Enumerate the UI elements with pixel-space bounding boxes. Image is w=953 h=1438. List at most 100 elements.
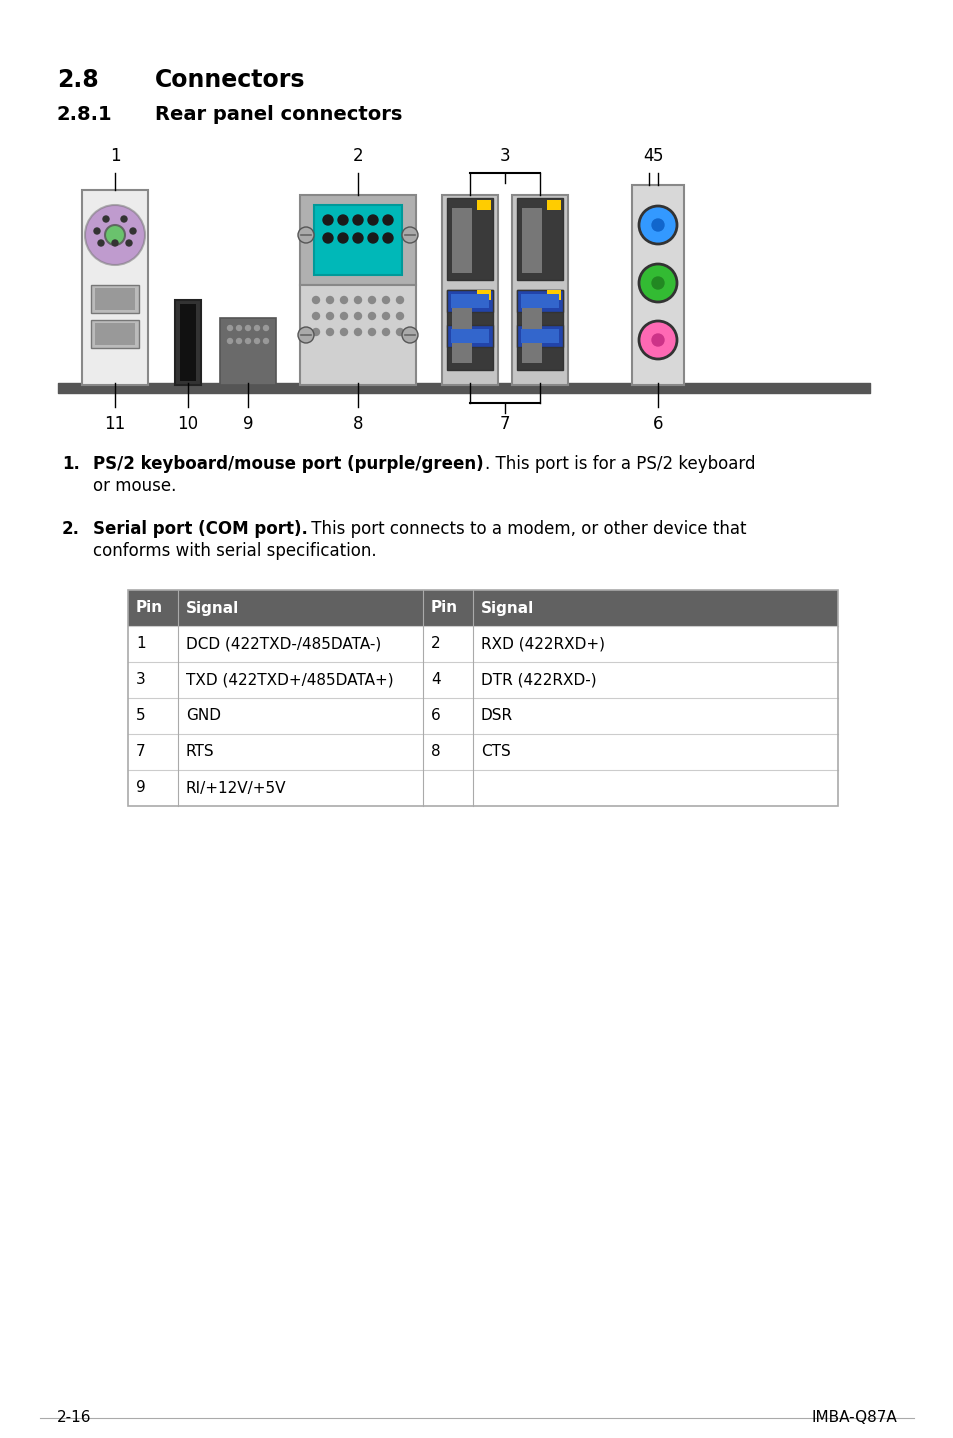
Bar <box>546 290 560 301</box>
Circle shape <box>340 296 347 303</box>
Circle shape <box>651 334 663 347</box>
Circle shape <box>313 312 319 319</box>
Text: CTS: CTS <box>480 745 510 759</box>
Circle shape <box>236 338 241 344</box>
Text: 7: 7 <box>136 745 146 759</box>
Text: 8: 8 <box>353 416 363 433</box>
Bar <box>451 329 489 344</box>
Text: or mouse.: or mouse. <box>92 477 176 495</box>
Circle shape <box>121 216 127 221</box>
Bar <box>128 769 837 807</box>
Circle shape <box>105 224 125 244</box>
Text: TXD (422TXD+/485DATA+): TXD (422TXD+/485DATA+) <box>186 673 394 687</box>
Circle shape <box>651 219 663 232</box>
Circle shape <box>368 233 377 243</box>
Text: 3: 3 <box>499 147 510 165</box>
Circle shape <box>368 328 375 335</box>
Circle shape <box>130 229 136 234</box>
Circle shape <box>382 296 389 303</box>
Text: 5: 5 <box>136 709 146 723</box>
Circle shape <box>639 206 677 244</box>
Text: 3: 3 <box>136 673 146 687</box>
Text: GND: GND <box>186 709 221 723</box>
Circle shape <box>103 216 109 221</box>
Text: 2.: 2. <box>62 521 80 538</box>
Bar <box>128 697 837 733</box>
Circle shape <box>639 321 677 360</box>
Text: Pin: Pin <box>136 601 163 615</box>
Circle shape <box>639 265 677 302</box>
Bar <box>476 290 491 301</box>
Bar <box>447 290 493 370</box>
Circle shape <box>353 233 363 243</box>
Text: 10: 10 <box>177 416 198 433</box>
Text: 11: 11 <box>104 416 126 433</box>
Bar <box>299 196 416 285</box>
Bar <box>521 301 541 362</box>
Circle shape <box>263 338 268 344</box>
Bar <box>546 200 560 210</box>
Circle shape <box>396 328 403 335</box>
Circle shape <box>323 216 333 224</box>
Text: DSR: DSR <box>480 709 513 723</box>
Text: 5: 5 <box>652 147 662 165</box>
Bar <box>82 190 148 385</box>
Circle shape <box>396 312 403 319</box>
Circle shape <box>355 312 361 319</box>
Circle shape <box>382 233 393 243</box>
Bar <box>517 290 562 312</box>
Circle shape <box>254 325 259 331</box>
Circle shape <box>326 312 334 319</box>
Circle shape <box>401 326 417 344</box>
Text: DCD (422TXD-/485DATA-): DCD (422TXD-/485DATA-) <box>186 637 381 651</box>
Text: 2.8.1: 2.8.1 <box>57 105 112 124</box>
Bar <box>521 209 541 273</box>
Text: RXD (422RXD+): RXD (422RXD+) <box>480 637 604 651</box>
Bar <box>447 290 493 312</box>
Circle shape <box>368 216 377 224</box>
Text: RI/+12V/+5V: RI/+12V/+5V <box>186 781 286 795</box>
Text: 4: 4 <box>431 673 440 687</box>
Circle shape <box>353 216 363 224</box>
Circle shape <box>94 229 100 234</box>
Circle shape <box>326 328 334 335</box>
Bar <box>174 301 201 385</box>
Text: 2.8: 2.8 <box>57 68 99 92</box>
Bar <box>517 198 562 280</box>
Bar <box>180 303 195 381</box>
Circle shape <box>254 338 259 344</box>
Text: 8: 8 <box>431 745 440 759</box>
Bar <box>447 198 493 280</box>
Circle shape <box>355 328 361 335</box>
Text: 1.: 1. <box>62 454 80 473</box>
Bar <box>631 186 683 385</box>
Circle shape <box>340 328 347 335</box>
Circle shape <box>313 296 319 303</box>
Text: 9: 9 <box>242 416 253 433</box>
Circle shape <box>85 206 145 265</box>
Circle shape <box>297 326 314 344</box>
Text: Pin: Pin <box>431 601 457 615</box>
Circle shape <box>323 233 333 243</box>
Circle shape <box>227 325 233 331</box>
Circle shape <box>368 296 375 303</box>
Bar <box>95 324 135 345</box>
Bar <box>476 200 491 210</box>
Text: 9: 9 <box>136 781 146 795</box>
Text: 6: 6 <box>431 709 440 723</box>
Bar <box>91 321 139 348</box>
Bar <box>91 285 139 313</box>
Circle shape <box>401 227 417 243</box>
Text: 1: 1 <box>110 147 120 165</box>
Bar <box>517 290 562 370</box>
Circle shape <box>245 325 251 331</box>
Circle shape <box>236 325 241 331</box>
Bar <box>128 626 837 661</box>
Text: Signal: Signal <box>480 601 534 615</box>
Text: Connectors: Connectors <box>154 68 305 92</box>
Bar <box>95 288 135 311</box>
Bar <box>517 325 562 347</box>
Circle shape <box>326 296 334 303</box>
Circle shape <box>355 296 361 303</box>
Circle shape <box>382 312 389 319</box>
